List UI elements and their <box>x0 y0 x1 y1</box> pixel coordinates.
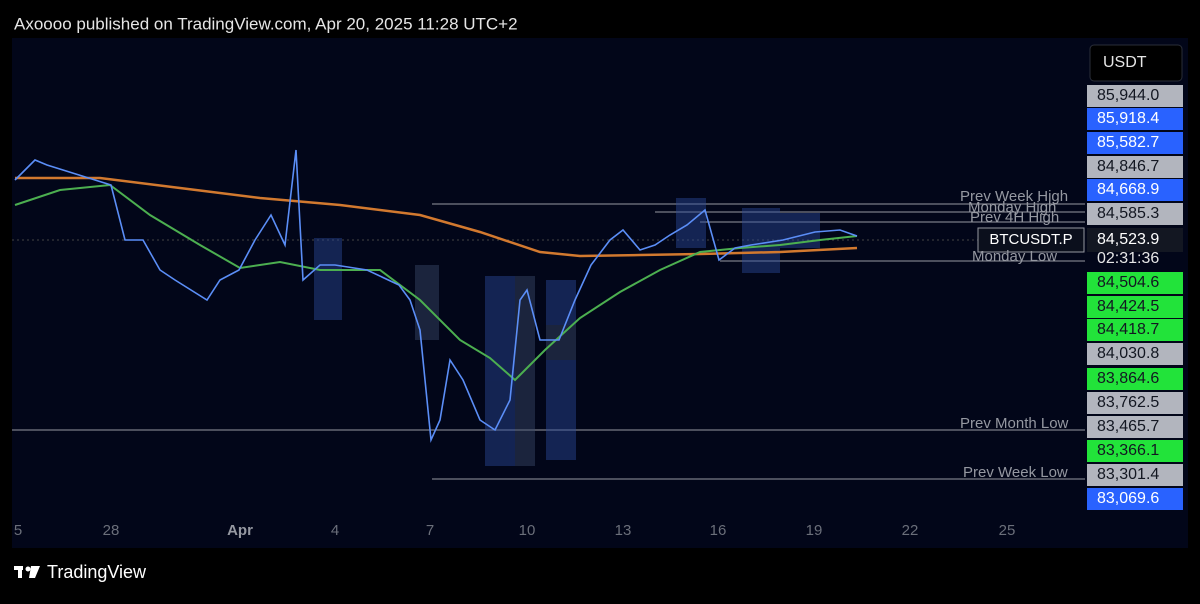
price-label: 85,582.7 <box>1097 134 1159 151</box>
price-label: 84,418.7 <box>1097 321 1159 338</box>
logo-part <box>29 566 40 578</box>
date-label: 13 <box>615 522 632 539</box>
price-label: 84,504.6 <box>1097 274 1159 291</box>
date-label: 19 <box>806 522 823 539</box>
price-label-box <box>1087 179 1183 201</box>
chart-panel <box>12 38 1188 548</box>
price-label-box <box>1087 203 1183 225</box>
zone <box>415 265 439 340</box>
zone <box>485 276 515 466</box>
price-label: 83,069.6 <box>1097 490 1159 507</box>
price-label: 84,424.5 <box>1097 298 1159 315</box>
footer-brand: TradingView <box>47 562 147 582</box>
price-label-box <box>1087 440 1183 462</box>
countdown: 02:31:36 <box>1097 250 1159 267</box>
current-price-box <box>1087 228 1183 252</box>
date-label: 28 <box>103 522 120 539</box>
price-label-box <box>1087 392 1183 414</box>
price-label: 84,846.7 <box>1097 158 1159 175</box>
price-label: 85,918.4 <box>1097 110 1159 127</box>
price-label: 83,366.1 <box>1097 442 1159 459</box>
price-label-box <box>1087 85 1183 107</box>
level-label: Prev Week High <box>960 188 1068 205</box>
date-label: 4 <box>331 522 339 539</box>
price-label: 84,585.3 <box>1097 205 1159 222</box>
currency-box <box>1089 44 1183 82</box>
price-label-box <box>1087 319 1183 341</box>
price-label: 83,762.5 <box>1097 394 1159 411</box>
level-label: Prev Month Low <box>960 415 1069 432</box>
price-label-box <box>1087 108 1183 130</box>
date-label: 25 <box>999 522 1016 539</box>
zone <box>742 208 780 273</box>
price-label: 85,944.0 <box>1097 87 1159 104</box>
level-label: Monday Low <box>972 248 1057 265</box>
price-label-box <box>1087 464 1183 486</box>
price <box>14 149 858 444</box>
ema-short <box>14 183 858 382</box>
price-label-box <box>1087 488 1183 510</box>
price-label-box <box>1087 296 1183 318</box>
level-label: Prev 4H High <box>970 209 1059 226</box>
price-label: 83,864.6 <box>1097 370 1159 387</box>
price-label-box <box>1087 132 1183 154</box>
ema-long <box>15 176 858 258</box>
price-label: 84,030.8 <box>1097 345 1159 362</box>
levels <box>12 203 1085 480</box>
logo-part <box>18 566 22 578</box>
level-label: Monday High <box>968 199 1056 216</box>
price-label-box <box>1087 156 1183 178</box>
date-label: Apr <box>227 522 253 539</box>
date-label: 5 <box>14 522 22 539</box>
level-label: Prev Week Low <box>963 464 1068 481</box>
zone <box>546 325 576 360</box>
header-title: Axoooo published on TradingView.com, Apr… <box>14 14 518 33</box>
current-price: 84,523.9 <box>1097 231 1159 248</box>
date-label: 22 <box>902 522 919 539</box>
price-label-box <box>1087 368 1183 390</box>
currency: USDT <box>1103 54 1147 71</box>
date-label: 10 <box>519 522 536 539</box>
symbol-box <box>977 227 1085 253</box>
logo-part <box>25 566 31 572</box>
price-label: 83,301.4 <box>1097 466 1159 483</box>
zone <box>314 238 342 320</box>
price-label: 84,668.9 <box>1097 181 1159 198</box>
date-label: 16 <box>710 522 727 539</box>
logo <box>14 566 40 578</box>
price-label-box <box>1087 343 1183 365</box>
date-label: 7 <box>426 522 434 539</box>
symbol: BTCUSDT.P <box>989 231 1072 248</box>
price-label-box <box>1087 272 1183 294</box>
price-label-box <box>1087 416 1183 438</box>
zone <box>676 198 706 248</box>
price-label: 83,465.7 <box>1097 418 1159 435</box>
